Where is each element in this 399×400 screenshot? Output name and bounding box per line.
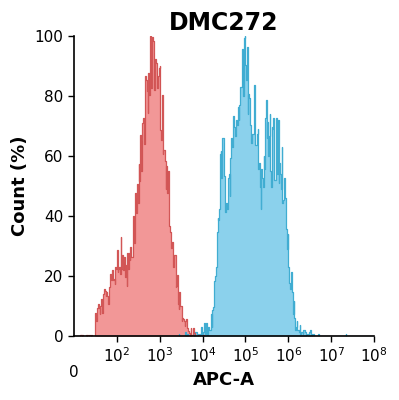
X-axis label: APC-A: APC-A (193, 371, 255, 389)
Text: 0: 0 (69, 365, 79, 380)
Title: DMC272: DMC272 (169, 11, 279, 35)
Y-axis label: Count (%): Count (%) (11, 136, 29, 236)
